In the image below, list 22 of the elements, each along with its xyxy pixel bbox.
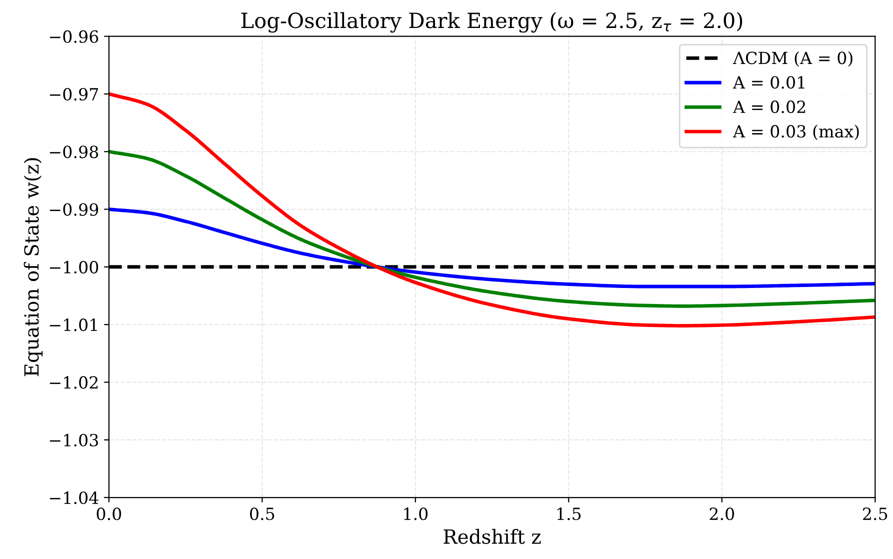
y-tick-label: −0.96	[50, 30, 98, 43]
x-axis-title: Redshift z	[444, 528, 541, 544]
legend-label: A = 0.01	[732, 76, 804, 89]
chart-title: Log-Oscillatory Dark Energy (ω = 2.5, z$_{τ}$ = 2.0)	[241, 12, 742, 33]
x-tick-label: 2.0	[710, 508, 734, 520]
y-tick-label: −0.98	[50, 146, 98, 158]
y-axis-title: Equation of State w(z)	[24, 158, 43, 376]
x-tick-label: 1.5	[557, 508, 581, 520]
y-tick-label: −1.02	[50, 376, 98, 389]
y-tick-label: −0.97	[50, 88, 98, 101]
y-tick-label: −1.04	[50, 491, 98, 504]
x-tick-label: 0.0	[96, 508, 122, 520]
x-tick-label: 0.5	[250, 508, 274, 520]
legend-label: A = 0.02	[732, 100, 806, 114]
y-tick-label: −1.00	[50, 260, 98, 274]
y-tick-label: −1.01	[50, 318, 97, 332]
y-tick-label: −1.03	[50, 434, 98, 446]
legend-label: A = 0.03 (max)	[732, 124, 859, 140]
x-tick-label: 1.0	[404, 508, 428, 520]
legend-label: ΛCDM (A = 0)	[732, 51, 852, 67]
x-tick-label: 2.5	[863, 508, 888, 520]
y-tick-label: −0.99	[50, 203, 98, 216]
